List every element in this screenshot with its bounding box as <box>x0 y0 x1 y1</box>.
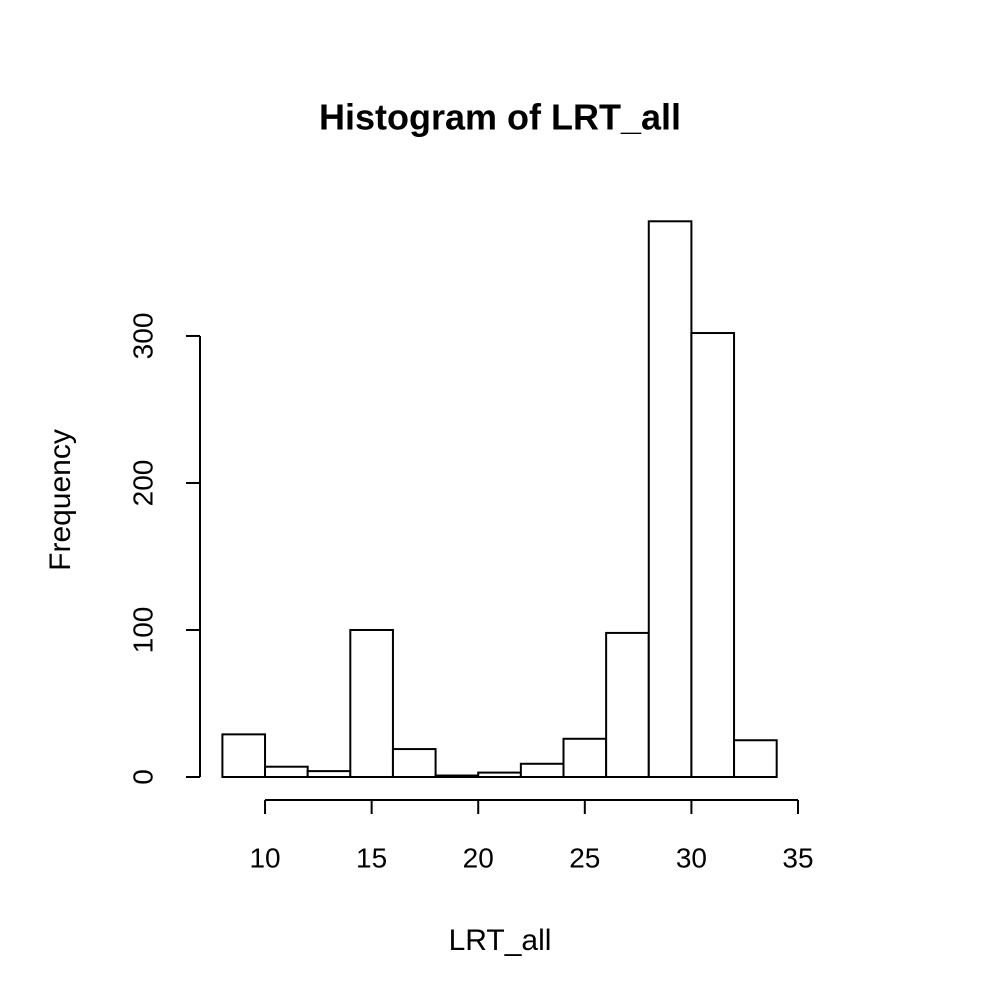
y-tick-label: 300 <box>127 313 158 360</box>
x-axis-label: LRT_all <box>449 924 552 957</box>
x-tick-label: 20 <box>463 842 494 873</box>
y-axis-label: Frequency <box>44 429 77 571</box>
bar <box>519 762 565 778</box>
bar <box>690 332 736 778</box>
x-tick-label: 10 <box>249 842 280 873</box>
y-tick-label: 100 <box>127 607 158 654</box>
bar <box>264 765 309 779</box>
bar <box>477 771 522 778</box>
bar <box>306 770 352 778</box>
x-tick-label: 25 <box>569 842 600 873</box>
bar <box>221 733 267 779</box>
bar <box>605 631 650 778</box>
bar <box>349 628 394 779</box>
x-tick-label: 15 <box>356 842 387 873</box>
bar <box>391 748 437 779</box>
y-tick-label: 200 <box>127 460 158 507</box>
y-tick-label: 0 <box>127 769 158 785</box>
x-tick-label: 30 <box>676 842 707 873</box>
chart-title: Histogram of LRT_all <box>319 97 681 138</box>
bar <box>647 220 693 779</box>
bar <box>562 737 608 778</box>
x-tick-label: 35 <box>782 842 813 873</box>
bar <box>733 739 778 779</box>
bar <box>434 774 480 779</box>
